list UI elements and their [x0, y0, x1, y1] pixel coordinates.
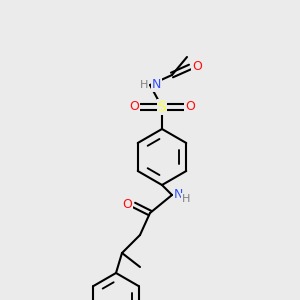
Text: N: N [174, 188, 183, 202]
Text: H: H [140, 80, 148, 90]
Text: O: O [122, 199, 132, 212]
Text: N: N [152, 79, 161, 92]
Text: O: O [129, 100, 139, 113]
Text: O: O [185, 100, 195, 113]
Text: S: S [158, 100, 166, 114]
Text: O: O [192, 61, 202, 74]
Text: H: H [182, 194, 190, 204]
